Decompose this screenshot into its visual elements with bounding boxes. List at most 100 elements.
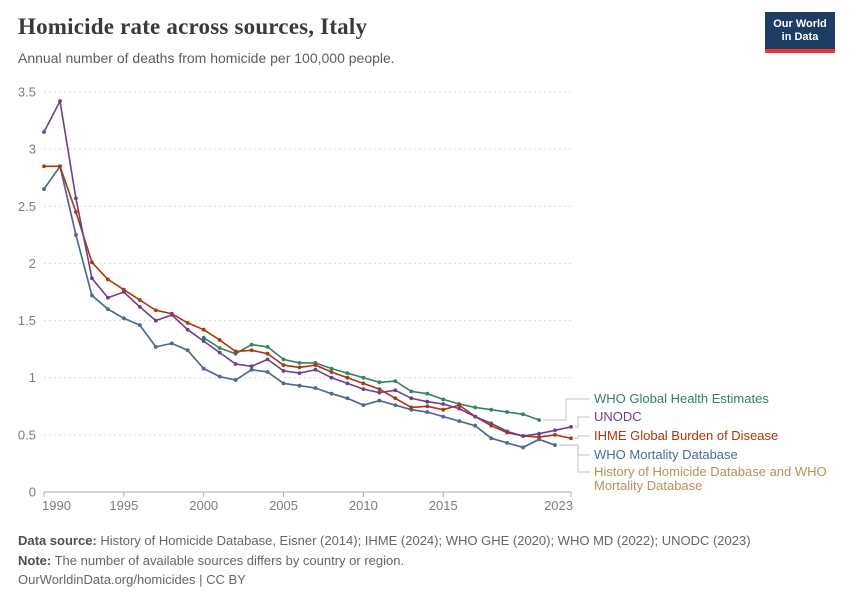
series-point xyxy=(185,327,190,332)
series-point xyxy=(58,99,62,103)
series-point xyxy=(42,130,46,134)
series-point xyxy=(505,441,509,445)
legend-item-ihme[interactable]: IHME Global Burden of Disease xyxy=(594,428,779,443)
series-point xyxy=(473,423,478,428)
series-point xyxy=(297,365,302,370)
series-point xyxy=(90,293,94,298)
series-point xyxy=(137,323,142,327)
series-line-0 xyxy=(203,337,540,421)
series-point xyxy=(345,375,350,380)
series-point xyxy=(425,410,430,414)
series-point xyxy=(425,399,430,404)
series-point xyxy=(345,381,350,386)
x-tick-label: 2000 xyxy=(189,498,218,513)
footer-note-label: Note: xyxy=(18,552,52,568)
series-point xyxy=(473,414,478,419)
legend-item-who-ghe[interactable]: WHO Global Health Estimates xyxy=(594,391,769,406)
series-point xyxy=(473,405,478,410)
series-point xyxy=(297,371,302,375)
legend-connector xyxy=(575,435,590,439)
series-point xyxy=(457,406,462,411)
footer-note: Note: The number of available sources di… xyxy=(18,551,751,571)
y-tick-label: 0.5 xyxy=(18,427,36,442)
series-point xyxy=(329,391,334,396)
y-tick-label: 2.5 xyxy=(18,199,36,214)
series-point xyxy=(553,428,557,433)
series-point xyxy=(409,405,414,410)
series-point xyxy=(233,349,238,354)
series-point xyxy=(569,425,573,429)
footer-data-source: Data source: History of Homicide Databas… xyxy=(18,531,751,551)
series-point xyxy=(201,366,206,371)
series-point xyxy=(377,390,382,395)
footer-license: OurWorldinData.org/homicides | CC BY xyxy=(18,570,751,590)
series-point xyxy=(281,381,286,386)
series-point xyxy=(553,433,557,437)
series-point xyxy=(377,387,382,391)
series-point xyxy=(393,396,398,401)
x-tick-label: 2015 xyxy=(429,498,458,513)
series-point xyxy=(489,421,494,426)
legend-item-unodc[interactable]: UNODC xyxy=(594,409,642,424)
series-point xyxy=(329,370,334,374)
series-point xyxy=(505,429,509,434)
series-point xyxy=(457,419,462,423)
series-point xyxy=(345,371,350,375)
series-point xyxy=(409,389,414,394)
series-line-2 xyxy=(44,165,572,440)
series-point xyxy=(297,383,302,388)
series-line-1 xyxy=(43,98,572,437)
series-point xyxy=(153,318,158,323)
series-point xyxy=(249,342,254,347)
series-point xyxy=(185,348,190,353)
series-point xyxy=(153,308,158,313)
series-point xyxy=(521,434,525,438)
y-tick-label: 1.5 xyxy=(18,313,36,328)
series-point xyxy=(425,391,430,396)
series-point xyxy=(58,164,62,169)
series-point xyxy=(361,381,366,386)
owid-logo-line1: Our World xyxy=(773,18,827,30)
series-point xyxy=(42,187,46,192)
series-point xyxy=(249,348,254,353)
series-point xyxy=(90,276,94,281)
series-point xyxy=(185,321,190,325)
series-point xyxy=(217,338,222,342)
series-point xyxy=(281,357,286,362)
series-point xyxy=(345,396,350,401)
x-tick-label: 1995 xyxy=(109,498,138,513)
series-point xyxy=(281,369,286,373)
series-point xyxy=(489,436,494,441)
owid-logo-line2: in Data xyxy=(781,31,819,43)
legend-connector xyxy=(559,444,590,456)
footer-note-text: The number of available sources differs … xyxy=(51,552,405,568)
series-point xyxy=(409,396,414,401)
series-point xyxy=(377,380,382,385)
series-point xyxy=(553,443,557,447)
series-point xyxy=(217,346,222,350)
series-point xyxy=(441,414,446,419)
y-tick-label: 3.5 xyxy=(18,85,36,100)
series-point xyxy=(377,398,382,403)
footer-data-source-label: Data source: xyxy=(18,533,97,548)
series-point xyxy=(201,335,206,340)
series-point xyxy=(329,366,334,371)
series-point xyxy=(137,305,142,309)
series-point xyxy=(537,435,541,439)
series-point xyxy=(489,407,494,412)
y-tick-label: 2 xyxy=(29,256,36,271)
series-point xyxy=(217,374,222,379)
legend-item-who-md[interactable]: WHO Mortality Database xyxy=(594,447,738,462)
page-title: Homicide rate across sources, Italy xyxy=(18,14,368,39)
series-point xyxy=(297,361,302,365)
series-point xyxy=(74,210,78,214)
legend-item-history[interactable]: History of Homicide Database and WHO Mor… xyxy=(594,464,827,493)
owid-logo[interactable]: Our World in Data xyxy=(765,12,835,53)
series-point xyxy=(393,403,398,407)
series-point xyxy=(265,351,270,356)
license-link[interactable]: OurWorldinData.org/homicides | CC BY xyxy=(18,572,246,587)
x-tick-label: 2005 xyxy=(269,498,298,513)
series-point xyxy=(537,418,541,422)
